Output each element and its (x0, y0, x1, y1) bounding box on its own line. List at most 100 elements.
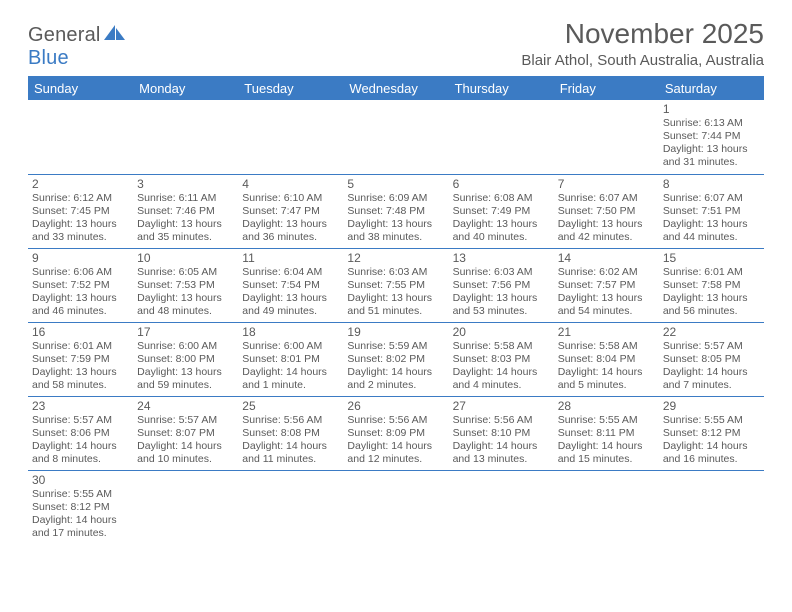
day-cell: 8Sunrise: 6:07 AMSunset: 7:51 PMDaylight… (659, 174, 764, 248)
sunset-text: Sunset: 8:12 PM (663, 427, 760, 440)
day-number: 9 (32, 251, 129, 265)
day-cell: 6Sunrise: 6:08 AMSunset: 7:49 PMDaylight… (449, 174, 554, 248)
sunset-text: Sunset: 7:53 PM (137, 279, 234, 292)
day-cell: 15Sunrise: 6:01 AMSunset: 7:58 PMDayligh… (659, 248, 764, 322)
sunset-text: Sunset: 7:48 PM (347, 205, 444, 218)
day-number: 19 (347, 325, 444, 339)
brand-logo: General Blue (28, 24, 126, 70)
week-row: 30Sunrise: 5:55 AMSunset: 8:12 PMDayligh… (28, 470, 764, 544)
month-title: November 2025 (521, 18, 764, 50)
day-header: Tuesday (238, 76, 343, 100)
sunrise-text: Sunrise: 6:11 AM (137, 192, 234, 205)
day1-text: Daylight: 13 hours (663, 143, 760, 156)
day2-text: and 10 minutes. (137, 453, 234, 466)
sunset-text: Sunset: 8:03 PM (453, 353, 550, 366)
day-cell: 11Sunrise: 6:04 AMSunset: 7:54 PMDayligh… (238, 248, 343, 322)
day-number: 16 (32, 325, 129, 339)
day-cell: 4Sunrise: 6:10 AMSunset: 7:47 PMDaylight… (238, 174, 343, 248)
empty-cell (659, 470, 764, 544)
day1-text: Daylight: 13 hours (137, 292, 234, 305)
day1-text: Daylight: 14 hours (347, 440, 444, 453)
day1-text: Daylight: 13 hours (453, 292, 550, 305)
day1-text: Daylight: 13 hours (137, 366, 234, 379)
day-number: 23 (32, 399, 129, 413)
sunrise-text: Sunrise: 6:03 AM (347, 266, 444, 279)
day-cell: 28Sunrise: 5:55 AMSunset: 8:11 PMDayligh… (554, 396, 659, 470)
sunrise-text: Sunrise: 5:55 AM (558, 414, 655, 427)
sunrise-text: Sunrise: 6:01 AM (663, 266, 760, 279)
sunrise-text: Sunrise: 6:06 AM (32, 266, 129, 279)
day-cell: 12Sunrise: 6:03 AMSunset: 7:55 PMDayligh… (343, 248, 448, 322)
day-number: 30 (32, 473, 129, 487)
sunset-text: Sunset: 8:09 PM (347, 427, 444, 440)
sunrise-text: Sunrise: 6:12 AM (32, 192, 129, 205)
sunset-text: Sunset: 8:05 PM (663, 353, 760, 366)
brand-part1: General (28, 24, 101, 46)
day1-text: Daylight: 13 hours (32, 292, 129, 305)
day-number: 14 (558, 251, 655, 265)
sunrise-text: Sunrise: 5:58 AM (558, 340, 655, 353)
day2-text: and 49 minutes. (242, 305, 339, 318)
day1-text: Daylight: 14 hours (242, 440, 339, 453)
day2-text: and 48 minutes. (137, 305, 234, 318)
empty-cell (133, 470, 238, 544)
day-header: Wednesday (343, 76, 448, 100)
sunrise-text: Sunrise: 5:57 AM (32, 414, 129, 427)
sunset-text: Sunset: 7:51 PM (663, 205, 760, 218)
day1-text: Daylight: 14 hours (558, 366, 655, 379)
day-number: 3 (137, 177, 234, 191)
sunset-text: Sunset: 8:10 PM (453, 427, 550, 440)
sunset-text: Sunset: 7:54 PM (242, 279, 339, 292)
day-number: 10 (137, 251, 234, 265)
day1-text: Daylight: 13 hours (242, 292, 339, 305)
sunset-text: Sunset: 7:49 PM (453, 205, 550, 218)
sunrise-text: Sunrise: 6:00 AM (242, 340, 339, 353)
sunrise-text: Sunrise: 6:13 AM (663, 117, 760, 130)
week-row: 16Sunrise: 6:01 AMSunset: 7:59 PMDayligh… (28, 322, 764, 396)
day2-text: and 35 minutes. (137, 231, 234, 244)
sunset-text: Sunset: 7:45 PM (32, 205, 129, 218)
day-header: Sunday (28, 76, 133, 100)
day1-text: Daylight: 13 hours (453, 218, 550, 231)
sunset-text: Sunset: 8:11 PM (558, 427, 655, 440)
day1-text: Daylight: 13 hours (32, 218, 129, 231)
day1-text: Daylight: 14 hours (137, 440, 234, 453)
empty-cell (238, 470, 343, 544)
sunrise-text: Sunrise: 6:08 AM (453, 192, 550, 205)
day-number: 24 (137, 399, 234, 413)
day1-text: Daylight: 13 hours (558, 292, 655, 305)
day2-text: and 31 minutes. (663, 156, 760, 169)
sunset-text: Sunset: 7:46 PM (137, 205, 234, 218)
day-cell: 10Sunrise: 6:05 AMSunset: 7:53 PMDayligh… (133, 248, 238, 322)
day1-text: Daylight: 13 hours (347, 292, 444, 305)
day-number: 28 (558, 399, 655, 413)
sunrise-text: Sunrise: 6:00 AM (137, 340, 234, 353)
day-number: 8 (663, 177, 760, 191)
day-cell: 27Sunrise: 5:56 AMSunset: 8:10 PMDayligh… (449, 396, 554, 470)
day1-text: Daylight: 13 hours (663, 292, 760, 305)
day-cell: 23Sunrise: 5:57 AMSunset: 8:06 PMDayligh… (28, 396, 133, 470)
day-number: 21 (558, 325, 655, 339)
empty-cell (554, 100, 659, 174)
title-block: November 2025 Blair Athol, South Austral… (521, 18, 764, 69)
sunset-text: Sunset: 7:44 PM (663, 130, 760, 143)
day-cell: 1Sunrise: 6:13 AMSunset: 7:44 PMDaylight… (659, 100, 764, 174)
day2-text: and 44 minutes. (663, 231, 760, 244)
brand-text: General Blue (28, 24, 126, 70)
day-cell: 26Sunrise: 5:56 AMSunset: 8:09 PMDayligh… (343, 396, 448, 470)
day2-text: and 4 minutes. (453, 379, 550, 392)
day-cell: 3Sunrise: 6:11 AMSunset: 7:46 PMDaylight… (133, 174, 238, 248)
day-cell: 21Sunrise: 5:58 AMSunset: 8:04 PMDayligh… (554, 322, 659, 396)
sunset-text: Sunset: 8:04 PM (558, 353, 655, 366)
day2-text: and 38 minutes. (347, 231, 444, 244)
empty-cell (343, 470, 448, 544)
day2-text: and 15 minutes. (558, 453, 655, 466)
day-number: 15 (663, 251, 760, 265)
sunset-text: Sunset: 7:59 PM (32, 353, 129, 366)
sunrise-text: Sunrise: 6:09 AM (347, 192, 444, 205)
day2-text: and 56 minutes. (663, 305, 760, 318)
day-cell: 16Sunrise: 6:01 AMSunset: 7:59 PMDayligh… (28, 322, 133, 396)
sunset-text: Sunset: 8:00 PM (137, 353, 234, 366)
empty-cell (133, 100, 238, 174)
day1-text: Daylight: 13 hours (32, 366, 129, 379)
